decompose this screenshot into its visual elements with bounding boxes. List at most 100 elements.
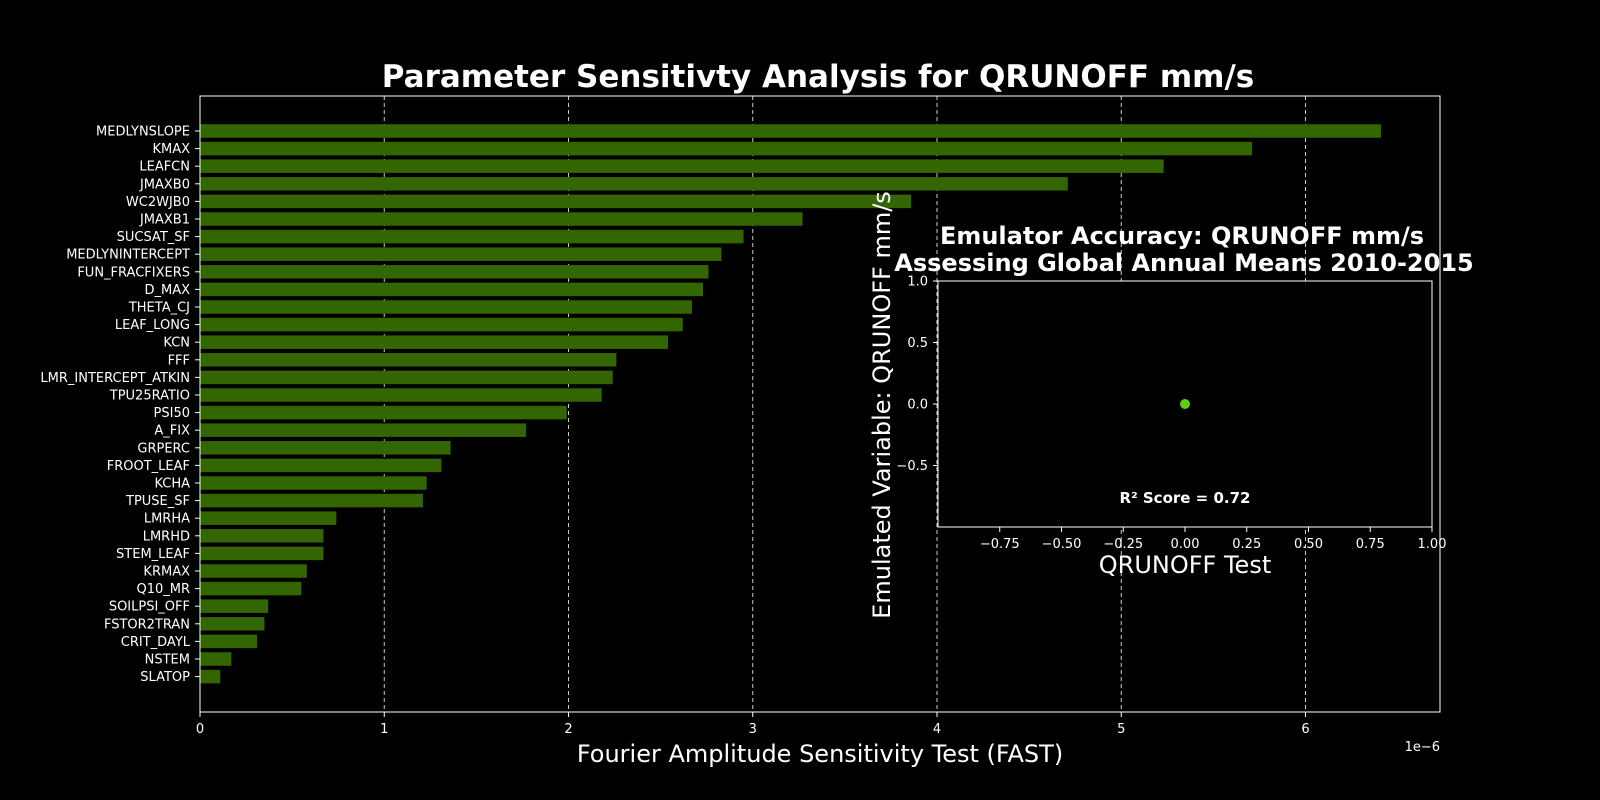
bar (200, 124, 1382, 138)
inset-chart-y-tick-labels: −0.5 0.0 0.5 1.0 (896, 275, 938, 474)
y-tick-label: LMR_INTERCEPT_ATKIN (40, 371, 190, 386)
y-tick-label: FUN_FRACFIXERS (77, 265, 190, 280)
inset-x-tick-label: 0.00 (1171, 537, 1200, 552)
bar (200, 141, 1253, 156)
y-tick-label: KMAX (152, 142, 190, 157)
inset-x-tick-label: −0.75 (980, 537, 1020, 552)
main-chart-title: Parameter Sensitivty Analysis for QRUNOF… (382, 59, 1254, 95)
y-tick-label: SUCSAT_SF (117, 230, 190, 245)
bar (200, 370, 613, 385)
bar (200, 634, 258, 649)
main-plot-frame (199, 95, 1441, 713)
y-tick-label: PSI50 (154, 406, 190, 421)
inset-x-tick-label: 1.00 (1418, 537, 1447, 552)
inset-chart-y-axis-label: Emulated Variable: QRUNOFF mm/s (868, 191, 896, 619)
y-tick-label: FROOT_LEAF (107, 459, 190, 474)
y-tick-label: LEAF_LONG (115, 318, 190, 333)
bar (200, 300, 692, 314)
bar (200, 511, 337, 525)
y-tick-label: MEDLYNSLOPE (96, 125, 190, 140)
bar (200, 335, 668, 349)
bar (200, 247, 722, 261)
inset-y-tick-label: 1.0 (907, 275, 928, 290)
bar (200, 212, 803, 226)
y-tick-label: FFF (168, 353, 190, 368)
sensitivity-bar-chart: Parameter Sensitivty Analysis for QRUNOF… (40, 59, 1441, 768)
inset-x-tick-label: 0.50 (1294, 537, 1323, 552)
bar (200, 529, 324, 543)
main-x-tick-label: 0 (196, 722, 204, 737)
inset-y-tick-label: 0.5 (907, 336, 928, 351)
inset-chart-points (1180, 399, 1190, 409)
y-tick-label: TPU25RATIO (109, 389, 190, 404)
emulator-accuracy-scatter: Emulator Accuracy: QRUNOFF mm/s Assessin… (868, 191, 1474, 619)
inset-x-tick-label: −0.25 (1103, 537, 1143, 552)
inset-chart-x-axis-label: QRUNOFF Test (1099, 551, 1271, 579)
bar (200, 652, 232, 666)
main-x-tick-label: 4 (933, 722, 941, 737)
bar (200, 581, 302, 596)
inset-x-tick-label: 0.25 (1232, 537, 1261, 552)
bar (200, 441, 451, 455)
bar (200, 353, 617, 367)
bar (200, 617, 265, 631)
main-x-tick-label: 6 (1301, 722, 1309, 737)
bar (200, 493, 423, 508)
inset-x-tick-label: −0.50 (1042, 537, 1082, 552)
y-tick-label: FSTOR2TRAN (104, 617, 190, 632)
bar (200, 194, 912, 209)
y-tick-label: KCN (163, 336, 190, 351)
bar (200, 564, 307, 578)
inset-y-tick-label: −0.5 (896, 459, 928, 474)
main-x-tick-label: 1 (380, 722, 388, 737)
bar (200, 405, 567, 420)
y-tick-label: CRIT_DAYL (121, 635, 191, 650)
main-x-tick-label: 2 (564, 722, 572, 737)
bar (200, 317, 683, 332)
y-tick-label: SOILPSI_OFF (109, 600, 190, 615)
y-tick-label: NSTEM (145, 653, 190, 668)
y-tick-label: TPUSE_SF (125, 494, 190, 509)
y-tick-label: STEM_LEAF (116, 547, 190, 562)
bar (200, 177, 1068, 191)
inset-y-tick-label: 0.0 (907, 398, 928, 413)
y-tick-label: LEAFCN (139, 160, 190, 175)
y-tick-label: LMRHD (143, 529, 190, 544)
bar (200, 458, 442, 473)
y-tick-label: WC2WJB0 (126, 195, 190, 210)
main-chart-x-tick-labels: 0 1 2 3 4 5 6 (196, 712, 1310, 737)
main-chart-y-tick-labels: MEDLYNSLOPE KMAX LEAFCN JMAXB0 WC2WJB0 JMAXB1… (40, 125, 200, 685)
bar (200, 599, 269, 613)
inset-x-tick-label: 0.75 (1356, 537, 1385, 552)
y-tick-label: THETA_CJ (128, 301, 190, 316)
bar (200, 476, 427, 490)
main-x-tick-label: 5 (1117, 722, 1125, 737)
y-tick-label: A_FIX (154, 424, 190, 439)
y-tick-label: MEDLYNINTERCEPT (66, 248, 190, 263)
y-tick-label: LMRHA (144, 512, 190, 527)
y-tick-label: KRMAX (143, 565, 190, 580)
inset-chart-subtitle: Assessing Global Annual Means 2010-2015 (894, 249, 1473, 277)
y-tick-label: JMAXB1 (139, 213, 190, 228)
bar (200, 265, 709, 279)
main-chart-bars (200, 124, 1382, 684)
bar (200, 282, 704, 297)
scatter-point (1180, 399, 1190, 409)
inset-chart-x-tick-labels: −0.75 −0.50 −0.25 0.00 0.25 0.50 0.75 1.00 (980, 527, 1447, 552)
bar (200, 159, 1164, 173)
bar (200, 423, 527, 437)
main-chart-x-multiplier: 1e−6 (1405, 740, 1440, 755)
bar (200, 546, 324, 561)
y-tick-label: KCHA (154, 477, 190, 492)
main-chart-x-axis-label: Fourier Amplitude Sensitivity Test (FAST… (577, 740, 1063, 768)
y-tick-label: JMAXB0 (139, 177, 190, 192)
bar (200, 229, 744, 244)
inset-chart-title: Emulator Accuracy: QRUNOFF mm/s (940, 222, 1424, 250)
y-tick-label: Q10_MR (136, 582, 190, 597)
y-tick-label: GRPERC (137, 441, 190, 456)
y-tick-label: D_MAX (144, 283, 190, 298)
bar (200, 669, 221, 684)
main-x-tick-label: 3 (749, 722, 757, 737)
y-tick-label: SLATOP (140, 670, 190, 685)
